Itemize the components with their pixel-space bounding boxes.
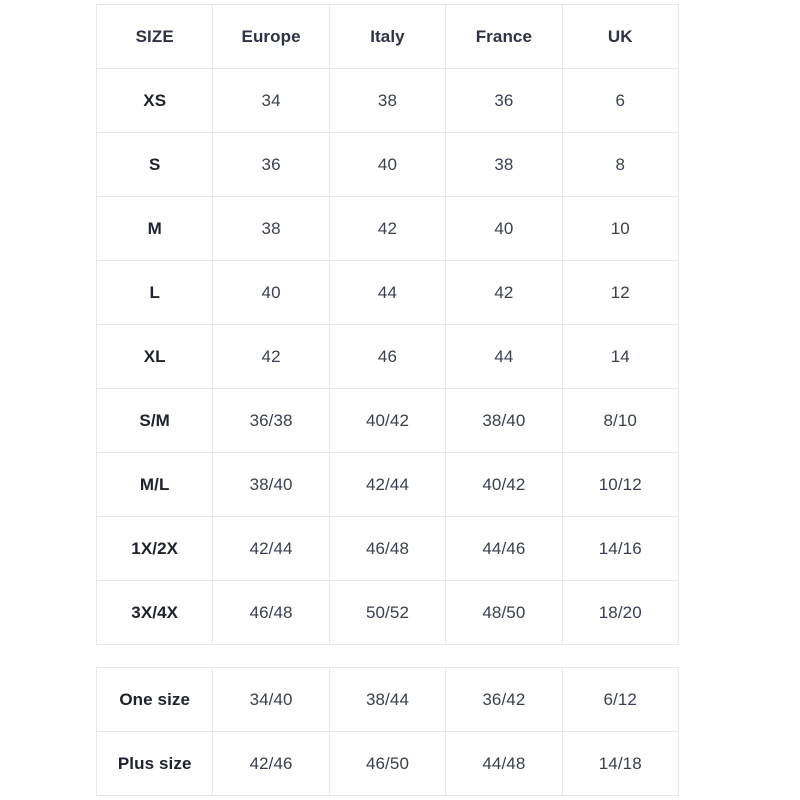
cell-italy: 42 <box>328 196 447 261</box>
table-row: M/L 38/40 42/44 40/42 10/12 <box>95 452 679 517</box>
header-row: SIZE Europe Italy France UK <box>95 4 679 69</box>
cell-italy: 38 <box>328 68 447 133</box>
cell-uk: 18/20 <box>561 580 679 645</box>
cell-europe: 46/48 <box>212 580 330 645</box>
cell-uk: 14 <box>561 324 679 389</box>
cell-uk: 6/12 <box>561 667 679 732</box>
table-row: XL 42 46 44 14 <box>95 324 679 389</box>
cell-size: XS <box>95 68 214 133</box>
cell-italy: 42/44 <box>328 452 447 517</box>
cell-europe: 42/46 <box>212 731 330 796</box>
column-header-france: France <box>445 4 563 69</box>
cell-italy: 38/44 <box>328 667 447 732</box>
cell-size: M/L <box>95 452 214 517</box>
column-header-italy: Italy <box>328 4 447 69</box>
cell-europe: 34/40 <box>212 667 330 732</box>
table-row: L 40 44 42 12 <box>95 260 679 325</box>
cell-france: 36 <box>445 68 563 133</box>
cell-italy: 46 <box>328 324 447 389</box>
cell-size: M <box>95 196 214 261</box>
cell-italy: 46/50 <box>328 731 447 796</box>
one-size-plus-size-chart: One size 34/40 38/44 36/42 6/12 Plus siz… <box>95 667 679 796</box>
table-body: XS 34 38 36 6 S 36 40 38 8 M 38 42 40 10 <box>95 68 679 645</box>
cell-italy: 46/48 <box>328 516 447 581</box>
cell-size: Plus size <box>95 731 214 796</box>
cell-italy: 44 <box>328 260 447 325</box>
cell-size: S <box>95 132 214 197</box>
cell-size: L <box>95 260 214 325</box>
cell-europe: 42 <box>212 324 330 389</box>
cell-france: 40/42 <box>445 452 563 517</box>
table-row: XS 34 38 36 6 <box>95 68 679 133</box>
table-body: One size 34/40 38/44 36/42 6/12 Plus siz… <box>95 667 679 796</box>
cell-size: 3X/4X <box>95 580 214 645</box>
cell-uk: 12 <box>561 260 679 325</box>
cell-size: One size <box>95 667 214 732</box>
cell-uk: 10 <box>561 196 679 261</box>
cell-uk: 8/10 <box>561 388 679 453</box>
cell-size: XL <box>95 324 214 389</box>
table-row: M 38 42 40 10 <box>95 196 679 261</box>
table-row: 3X/4X 46/48 50/52 48/50 18/20 <box>95 580 679 645</box>
cell-italy: 40 <box>328 132 447 197</box>
cell-size: S/M <box>95 388 214 453</box>
cell-france: 38 <box>445 132 563 197</box>
cell-europe: 38 <box>212 196 330 261</box>
cell-uk: 14/18 <box>561 731 679 796</box>
cell-size: 1X/2X <box>95 516 214 581</box>
cell-france: 44/48 <box>445 731 563 796</box>
column-header-size: SIZE <box>95 4 214 69</box>
table-row: Plus size 42/46 46/50 44/48 14/18 <box>95 731 679 796</box>
cell-europe: 42/44 <box>212 516 330 581</box>
cell-italy: 50/52 <box>328 580 447 645</box>
cell-europe: 38/40 <box>212 452 330 517</box>
table-header: SIZE Europe Italy France UK <box>95 4 679 69</box>
column-header-uk: UK <box>561 4 679 69</box>
cell-uk: 8 <box>561 132 679 197</box>
size-conversion-table: SIZE Europe Italy France UK XS 34 38 36 … <box>95 4 679 645</box>
column-header-europe: Europe <box>212 4 330 69</box>
table-row: S 36 40 38 8 <box>95 132 679 197</box>
table-row: S/M 36/38 40/42 38/40 8/10 <box>95 388 679 453</box>
cell-italy: 40/42 <box>328 388 447 453</box>
cell-uk: 14/16 <box>561 516 679 581</box>
cell-france: 48/50 <box>445 580 563 645</box>
cell-france: 44 <box>445 324 563 389</box>
cell-france: 36/42 <box>445 667 563 732</box>
cell-uk: 6 <box>561 68 679 133</box>
cell-france: 40 <box>445 196 563 261</box>
cell-europe: 36/38 <box>212 388 330 453</box>
cell-europe: 36 <box>212 132 330 197</box>
one-size-plus-size-table: One size 34/40 38/44 36/42 6/12 Plus siz… <box>95 667 679 796</box>
cell-france: 42 <box>445 260 563 325</box>
cell-europe: 34 <box>212 68 330 133</box>
table-row: One size 34/40 38/44 36/42 6/12 <box>95 667 679 732</box>
table-row: 1X/2X 42/44 46/48 44/46 14/16 <box>95 516 679 581</box>
size-conversion-chart: SIZE Europe Italy France UK XS 34 38 36 … <box>95 4 679 645</box>
cell-europe: 40 <box>212 260 330 325</box>
cell-france: 38/40 <box>445 388 563 453</box>
cell-france: 44/46 <box>445 516 563 581</box>
cell-uk: 10/12 <box>561 452 679 517</box>
